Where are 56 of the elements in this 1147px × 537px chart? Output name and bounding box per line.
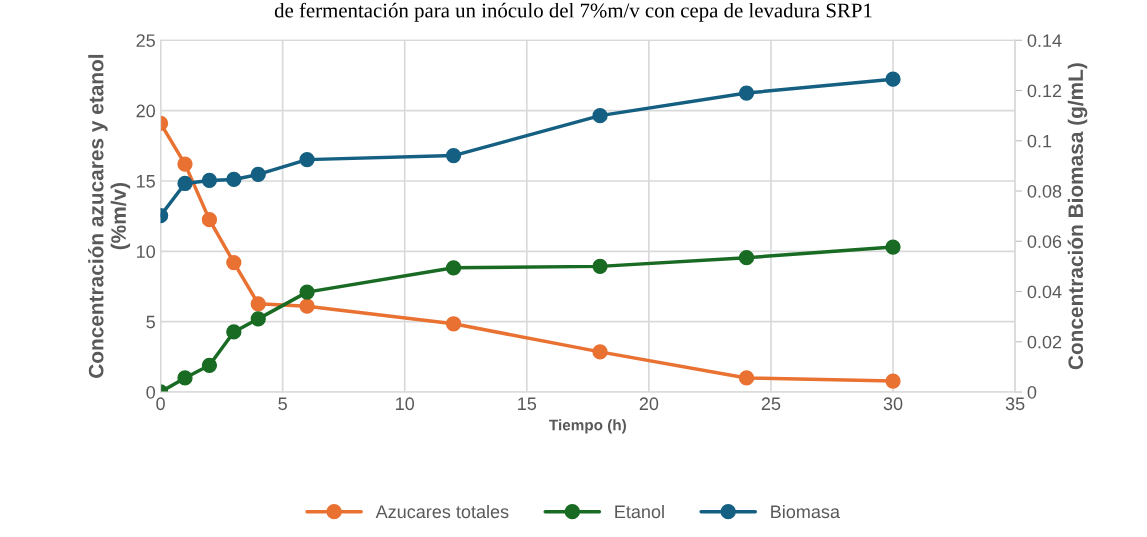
legend-label: Biomasa — [771, 504, 840, 519]
point — [885, 239, 901, 255]
y2-tick-label: 0.06 — [1027, 235, 1062, 248]
x-tick-label: 15 — [518, 397, 537, 411]
point — [738, 250, 755, 266]
point — [250, 296, 266, 312]
point — [445, 260, 462, 276]
legend-label: Etanol — [615, 504, 664, 519]
point — [177, 156, 193, 172]
point — [201, 172, 218, 189]
y2-tick-label: 0.08 — [1027, 184, 1062, 198]
point — [226, 324, 242, 340]
x-tick-label: 30 — [883, 397, 903, 411]
y-tick-label: 10 — [137, 245, 156, 259]
y2-tick-label: 0.04 — [1027, 285, 1062, 299]
point — [885, 373, 901, 389]
point — [592, 344, 608, 360]
point — [201, 357, 218, 373]
y2-tick-label: 0.14 — [1027, 34, 1062, 47]
x-tick-label: 10 — [396, 397, 415, 411]
y2-tick-label: 0.1 — [1027, 134, 1052, 148]
x-tick-label: 0 — [156, 397, 165, 411]
chart-title: de fermentación para un inóculo del 7%m/v con cepa de levadura SRP1 — [274, 2, 872, 22]
point — [445, 316, 462, 332]
y-axis-title: Concentración azucares y etanol (%m/v) — [88, 54, 131, 378]
point — [445, 147, 462, 164]
x-axis-title: Tiempo (h) — [549, 419, 626, 434]
point — [592, 258, 608, 275]
point — [299, 284, 315, 300]
x-tick-label: 25 — [761, 397, 781, 411]
point — [250, 311, 266, 327]
y-tick-label: 20 — [136, 104, 156, 118]
point — [738, 370, 755, 386]
y-tick-label: 0 — [146, 385, 156, 399]
point — [226, 254, 242, 271]
point — [226, 171, 242, 188]
point — [738, 85, 755, 101]
point — [592, 108, 608, 124]
point — [250, 166, 266, 183]
y2-tick-label: 0 — [1027, 385, 1037, 399]
point — [299, 151, 315, 168]
point — [177, 175, 193, 192]
x-tick-label: 35 — [1005, 397, 1025, 411]
x-tick-label: 5 — [278, 397, 287, 411]
y-tick-label: 15 — [137, 175, 155, 188]
point — [177, 370, 193, 386]
x-tick-label: 20 — [639, 397, 659, 411]
legend-label: Azucares totales — [375, 504, 509, 519]
y2-axis-title: Concentración Biomasa (g/mL) — [1067, 63, 1088, 370]
y2-tick-label: 0.12 — [1027, 84, 1062, 98]
y-tick-label: 25 — [136, 34, 155, 47]
point — [201, 212, 218, 228]
y2-tick-label: 0.02 — [1027, 335, 1062, 349]
y-tick-label: 5 — [146, 315, 155, 329]
point — [299, 298, 315, 314]
point — [885, 71, 901, 87]
